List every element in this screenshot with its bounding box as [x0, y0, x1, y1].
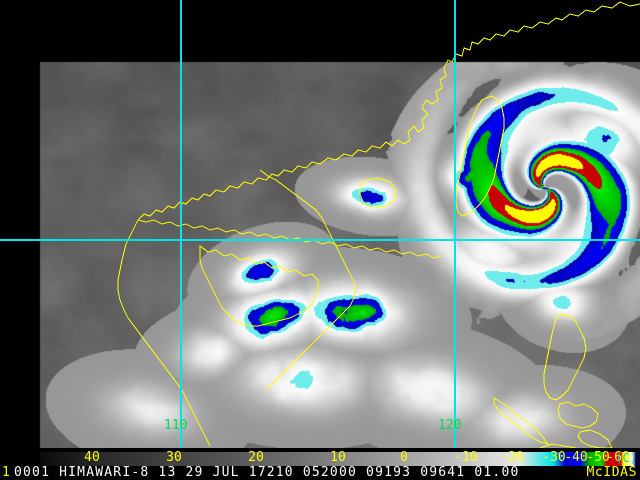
- colorbar-tick--20: -20: [500, 450, 524, 465]
- grid-label-longitude-110: 110: [164, 418, 188, 433]
- colorbar-tick--40: -40: [564, 450, 588, 465]
- colorbar-tick-20: 20: [248, 450, 264, 465]
- colorbar-tick--50: -50: [586, 450, 610, 465]
- mcidas-brand-label: McIDAS: [586, 465, 637, 480]
- colorbar-tick-labels: 40 30 20 10 0 -10 -20 -30 -40 -50 -60: [0, 450, 640, 466]
- colorbar-unit-label: (C): [615, 451, 637, 465]
- infrared-satellite-canvas[interactable]: [0, 0, 640, 448]
- satellite-image-area[interactable]: 110 120: [0, 0, 640, 448]
- colorbar-tick-10: 10: [330, 450, 346, 465]
- status-caption-bar: 1 0001 HIMAWARI-8 13 29 JUL 17210 052000…: [0, 466, 640, 480]
- temperature-colorbar-row: 40 30 20 10 0 -10 -20 -30 -40 -50 -60 (C): [0, 450, 640, 466]
- image-metadata-text: 0001 HIMAWARI-8 13 29 JUL 17210 052000 0…: [14, 465, 520, 480]
- colorbar-tick--30: -30: [542, 450, 566, 465]
- grid-label-longitude-120: 120: [438, 418, 462, 433]
- colorbar-tick-0: 0: [400, 450, 408, 465]
- colorbar-tick-30: 30: [166, 450, 182, 465]
- temperature-colorbar[interactable]: [40, 452, 640, 466]
- colorbar-tick--60: -60: [606, 450, 630, 465]
- colorbar-tick-40: 40: [84, 450, 100, 465]
- frame-number-indicator: 1: [2, 465, 10, 480]
- colorbar-tick--10: -10: [454, 450, 478, 465]
